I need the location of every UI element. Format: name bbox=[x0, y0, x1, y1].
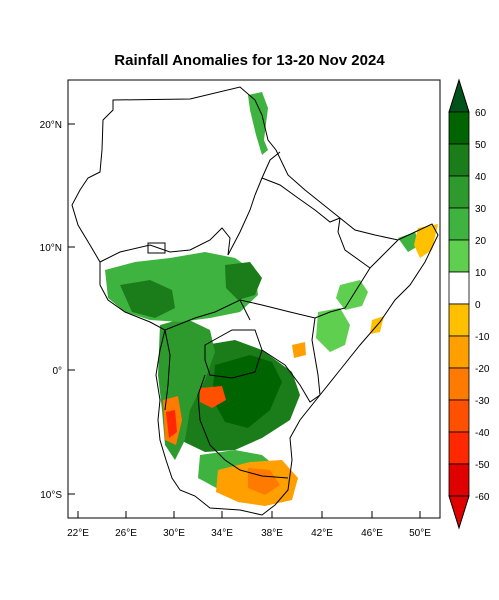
colorbar-label: 0 bbox=[475, 300, 481, 311]
wet-anomaly-west-kenya bbox=[212, 355, 282, 428]
south-sudan-congo-border bbox=[164, 299, 251, 331]
lon-tick-label: 30°E bbox=[163, 528, 185, 539]
colorbar-label: 30 bbox=[475, 204, 487, 215]
wet-anomaly-ethiopia-west bbox=[225, 262, 262, 300]
colorbar bbox=[448, 78, 470, 530]
colorbar-label: 50 bbox=[475, 140, 487, 151]
dry-anomaly-gabon-core bbox=[166, 410, 177, 438]
country-boundaries bbox=[71, 86, 439, 516]
colorbar-label: 10 bbox=[475, 268, 487, 279]
lon-tick-label: 38°E bbox=[261, 528, 283, 539]
colorbar-swatch bbox=[448, 399, 470, 433]
colorbar-top-arrow bbox=[448, 78, 470, 113]
lon-axis bbox=[77, 511, 421, 518]
colorbar-label: 20 bbox=[475, 236, 487, 247]
kenya-somalia-border bbox=[311, 317, 321, 396]
map-title: Rainfall Anomalies for 13-20 Nov 2024 bbox=[114, 52, 385, 69]
colorbar-swatch bbox=[448, 239, 470, 273]
colorbar-label: 60 bbox=[475, 108, 487, 119]
sudan-south-sudan-border bbox=[99, 227, 231, 263]
dry-anomaly-kenya-coast bbox=[292, 342, 306, 358]
colorbar-swatch bbox=[448, 367, 470, 401]
region-outline bbox=[71, 86, 439, 516]
colorbar-swatch bbox=[448, 207, 470, 241]
colorbar-bottom-arrow bbox=[448, 495, 470, 530]
lat-tick-label: 20°N bbox=[40, 120, 62, 131]
colorbar-swatch bbox=[448, 431, 470, 465]
wet-anomaly-cameroon bbox=[120, 280, 175, 318]
lat-tick-label: 0° bbox=[52, 366, 62, 377]
colorbar-swatch bbox=[448, 143, 470, 177]
wet-anomaly-kenya-somalia bbox=[316, 308, 350, 352]
lon-tick-label: 22°E bbox=[67, 528, 89, 539]
chad-lake-box bbox=[147, 242, 166, 254]
colorbar-swatch bbox=[448, 175, 470, 209]
dry-anomaly-somalia bbox=[414, 224, 438, 258]
wet-anomaly-red-sea-coast bbox=[248, 92, 268, 155]
lat-tick-label: 10°N bbox=[40, 243, 62, 254]
eritrea-border bbox=[261, 177, 341, 223]
uganda-outline bbox=[204, 329, 263, 379]
colorbar-label: -60 bbox=[475, 492, 490, 503]
colorbar-swatch bbox=[448, 111, 470, 145]
colorbar-swatch bbox=[448, 271, 470, 305]
colorbar-labels: 60 50 40 30 20 10 0 -10 -20 -30 -40 -50 -60 bbox=[475, 108, 490, 503]
congo-west-border bbox=[164, 329, 171, 411]
anomaly-fields bbox=[105, 92, 438, 506]
colorbar-label: -20 bbox=[475, 364, 490, 375]
colorbar-label: -30 bbox=[475, 396, 490, 407]
kenya-tanzania-border bbox=[261, 349, 321, 403]
lon-tick-label: 34°E bbox=[211, 528, 233, 539]
colorbar-swatch bbox=[448, 303, 470, 337]
lat-axis bbox=[68, 123, 75, 495]
tanzania-west-border bbox=[197, 374, 289, 479]
lon-tick-label: 46°E bbox=[361, 528, 383, 539]
lat-tick-label: 10°S bbox=[40, 490, 62, 501]
lon-tick-label: 50°E bbox=[409, 528, 431, 539]
colorbar-label: -50 bbox=[475, 460, 490, 471]
colorbar-label: 40 bbox=[475, 172, 487, 183]
sudan-ethiopia-border bbox=[227, 151, 281, 256]
colorbar-swatch bbox=[448, 335, 470, 369]
ethiopia-somalia-border bbox=[337, 217, 399, 269]
lon-tick-label: 42°E bbox=[311, 528, 333, 539]
colorbar-label: -40 bbox=[475, 428, 490, 439]
colorbar-swatch bbox=[448, 463, 470, 497]
wet-anomaly-ethiopia-east bbox=[336, 280, 368, 310]
colorbar-label: -10 bbox=[475, 332, 490, 343]
lon-tick-label: 26°E bbox=[115, 528, 137, 539]
dry-anomaly-rwanda bbox=[200, 386, 226, 408]
